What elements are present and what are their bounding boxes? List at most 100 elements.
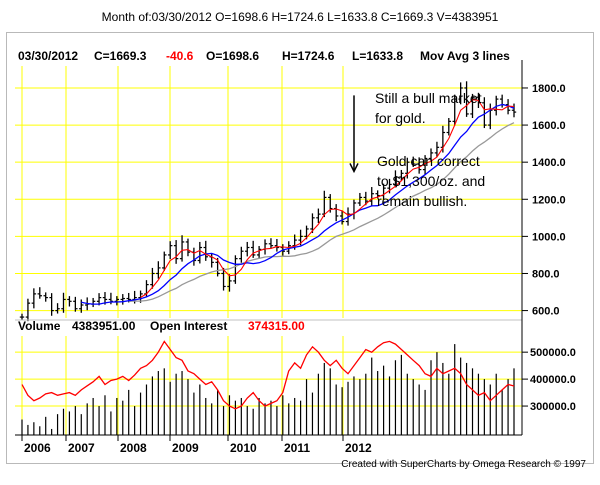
price-bar	[322, 190, 327, 218]
price-bar	[333, 204, 339, 222]
date-tick-label: 2012	[345, 441, 372, 455]
volume-grid	[15, 336, 522, 435]
price-bar	[411, 156, 416, 167]
price-bar	[221, 267, 226, 291]
price-bar	[19, 313, 25, 321]
price-bar	[203, 240, 208, 261]
open-interest-value: 374315.00	[248, 319, 305, 333]
study-label: Mov Avg 3 lines	[420, 49, 510, 63]
price-bar	[37, 287, 42, 299]
price-bar	[482, 97, 487, 129]
price-bar	[416, 157, 422, 174]
price-bar	[511, 103, 517, 118]
price-bar	[470, 93, 475, 119]
ma-mid-line	[81, 103, 515, 305]
price-bar	[363, 191, 369, 206]
price-bar	[61, 292, 66, 313]
price-bar	[256, 246, 262, 260]
volume-tick-label: 400000.0	[530, 374, 576, 386]
price-date: 03/30/2012	[18, 49, 78, 63]
price-tick-label: 1600.0	[532, 120, 566, 132]
price-bar	[494, 95, 499, 116]
open-interest-line	[21, 340, 515, 410]
price-bar	[96, 293, 102, 306]
price-bar	[422, 155, 428, 175]
price-bar	[316, 208, 321, 224]
price-bar	[43, 292, 48, 302]
price-bar	[25, 298, 31, 322]
price-bar	[55, 303, 60, 314]
price-bar	[458, 82, 463, 105]
price-bar	[499, 94, 505, 108]
price-bar	[245, 241, 250, 257]
date-tick-label: 2007	[68, 441, 95, 455]
price-bar	[227, 274, 232, 292]
volume-bars	[21, 344, 515, 435]
price-bar	[250, 240, 256, 258]
date-tick-label: 2006	[24, 441, 51, 455]
price-close: C=1669.3	[94, 49, 147, 63]
annotation-line-1: Still a bull market	[375, 90, 482, 106]
ma-fast-line	[140, 99, 515, 298]
price-open: O=1698.6	[206, 49, 259, 63]
price-bar	[114, 296, 120, 306]
price-bar	[150, 267, 155, 289]
price-grid	[15, 66, 522, 318]
price-bar	[73, 296, 78, 312]
price-bar	[90, 297, 96, 308]
price-bar	[197, 241, 203, 264]
date-tick-label: 2010	[230, 441, 257, 455]
volume-tick-label: 300000.0	[530, 401, 576, 413]
moving-averages	[81, 99, 515, 305]
price-bar	[191, 247, 197, 266]
window-title: Month of:03/30/2012 O=1698.6 H=1724.6 L=…	[101, 10, 499, 24]
price-bar	[393, 170, 398, 188]
price-tick-label: 800.0	[532, 268, 560, 280]
price-bar	[185, 238, 191, 257]
ma-slow-line	[128, 122, 515, 303]
price-change: -40.6	[166, 49, 194, 63]
price-bar	[446, 118, 451, 136]
volume-tick-label: 500000.0	[530, 347, 576, 359]
annotation-arrow	[349, 95, 359, 174]
price-axis: 600.0 800.0 1000.0 1200.0 1400.0 1600.0 1800.0	[522, 83, 566, 318]
price-bar	[31, 288, 37, 309]
price-bar	[233, 255, 238, 284]
date-tick-label: 2009	[172, 441, 199, 455]
date-tick-label: 2011	[284, 441, 310, 455]
price-bar	[120, 294, 125, 305]
price-bar	[357, 192, 363, 206]
price-bar	[156, 261, 161, 279]
volume-label: Volume	[18, 319, 61, 333]
annotation-line-2: for gold.	[375, 110, 426, 126]
price-bar	[67, 296, 72, 307]
volume-axis: 300000.0 400000.0 500000.0	[522, 347, 576, 413]
price-bar	[405, 157, 410, 179]
price-bar	[369, 187, 374, 207]
price-bar	[464, 81, 469, 117]
price-bar	[179, 235, 185, 262]
price-bar	[49, 293, 54, 316]
price-tick-label: 1400.0	[532, 157, 566, 169]
open-interest-label: Open Interest	[150, 319, 227, 333]
price-bar	[399, 169, 404, 182]
annotation-line-5: remain bullish.	[377, 193, 467, 209]
price-bar	[239, 246, 244, 263]
price-bar	[351, 199, 357, 220]
price-bar	[162, 251, 167, 271]
price-bar	[79, 299, 84, 313]
date-tick-label: 2008	[120, 441, 147, 455]
price-high: H=1724.6	[282, 49, 335, 63]
price-low: L=1633.8	[352, 49, 403, 63]
price-bars	[19, 81, 517, 322]
price-bar	[452, 94, 457, 126]
price-bar	[173, 240, 179, 264]
price-bar	[428, 148, 434, 162]
credit-footer: Created with SuperCharts by Omega Resear…	[341, 459, 586, 470]
price-tick-label: 1200.0	[532, 194, 566, 206]
price-bar	[262, 239, 268, 255]
price-bar	[434, 141, 440, 157]
price-tick-label: 1000.0	[532, 231, 566, 243]
chart-frame	[6, 32, 594, 464]
date-axis: 2006 2007 2008 2009 2010 2011 2012	[21, 435, 372, 455]
